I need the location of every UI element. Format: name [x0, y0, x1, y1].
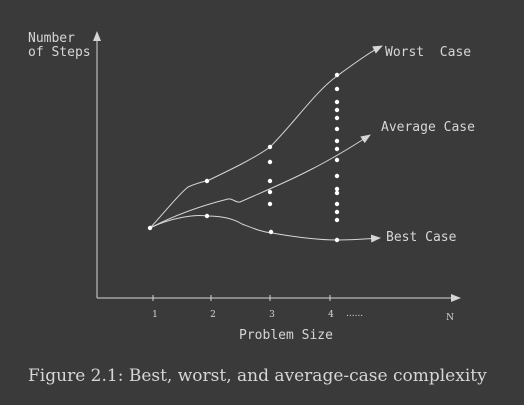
y-axis-label-line1: Number [28, 31, 75, 46]
data-point-n4 [334, 99, 340, 105]
tick-label-4: 4 [328, 310, 334, 320]
data-points [147, 72, 340, 243]
tick-label-2: 2 [210, 310, 216, 320]
best-case-curve [149, 215, 381, 243]
data-point-n4 [334, 173, 340, 179]
complexity-figure: Number of Steps 1 2 3 4 ...... N Problem… [28, 31, 475, 343]
data-point-n4 [334, 126, 340, 132]
data-point-n4 [334, 237, 340, 243]
data-point-n3 [268, 229, 274, 235]
data-point-n3 [267, 144, 273, 150]
data-point-n3 [267, 159, 273, 165]
data-point-n2-best [204, 213, 210, 219]
figure-caption: Figure 2.1: Best, worst, and average-cas… [28, 366, 487, 386]
tick-label-3: 3 [269, 310, 275, 320]
data-point-n4 [334, 157, 340, 163]
data-point-n4 [334, 115, 340, 121]
worst-case-label: Worst Case [385, 45, 471, 60]
data-point-n3 [267, 178, 273, 184]
worst-case-curve [149, 45, 383, 229]
data-point-n2-worst [204, 178, 210, 184]
data-point-n4 [334, 138, 340, 144]
data-point-n4 [334, 86, 340, 92]
x-axis-end-label: N [446, 313, 454, 323]
data-point-n4 [334, 190, 340, 196]
average-case-curve [149, 134, 371, 229]
data-point-n4 [334, 209, 340, 215]
best-case-label: Best Case [386, 230, 457, 245]
data-point-n4 [334, 72, 340, 78]
data-point-start [147, 225, 153, 231]
data-point-n4 [334, 201, 340, 207]
tick-ellipsis: ...... [346, 309, 363, 319]
data-point-n3 [267, 201, 273, 207]
data-point-n4 [334, 146, 340, 152]
data-point-n4 [334, 186, 340, 192]
data-point-n4 [334, 107, 340, 113]
average-case-label: Average Case [381, 120, 475, 135]
y-axis-label-line2: of Steps [28, 45, 91, 60]
tick-label-1: 1 [152, 310, 158, 320]
x-axis-label: Problem Size [239, 328, 333, 343]
data-point-n4 [334, 217, 340, 223]
data-point-n3 [267, 189, 273, 195]
